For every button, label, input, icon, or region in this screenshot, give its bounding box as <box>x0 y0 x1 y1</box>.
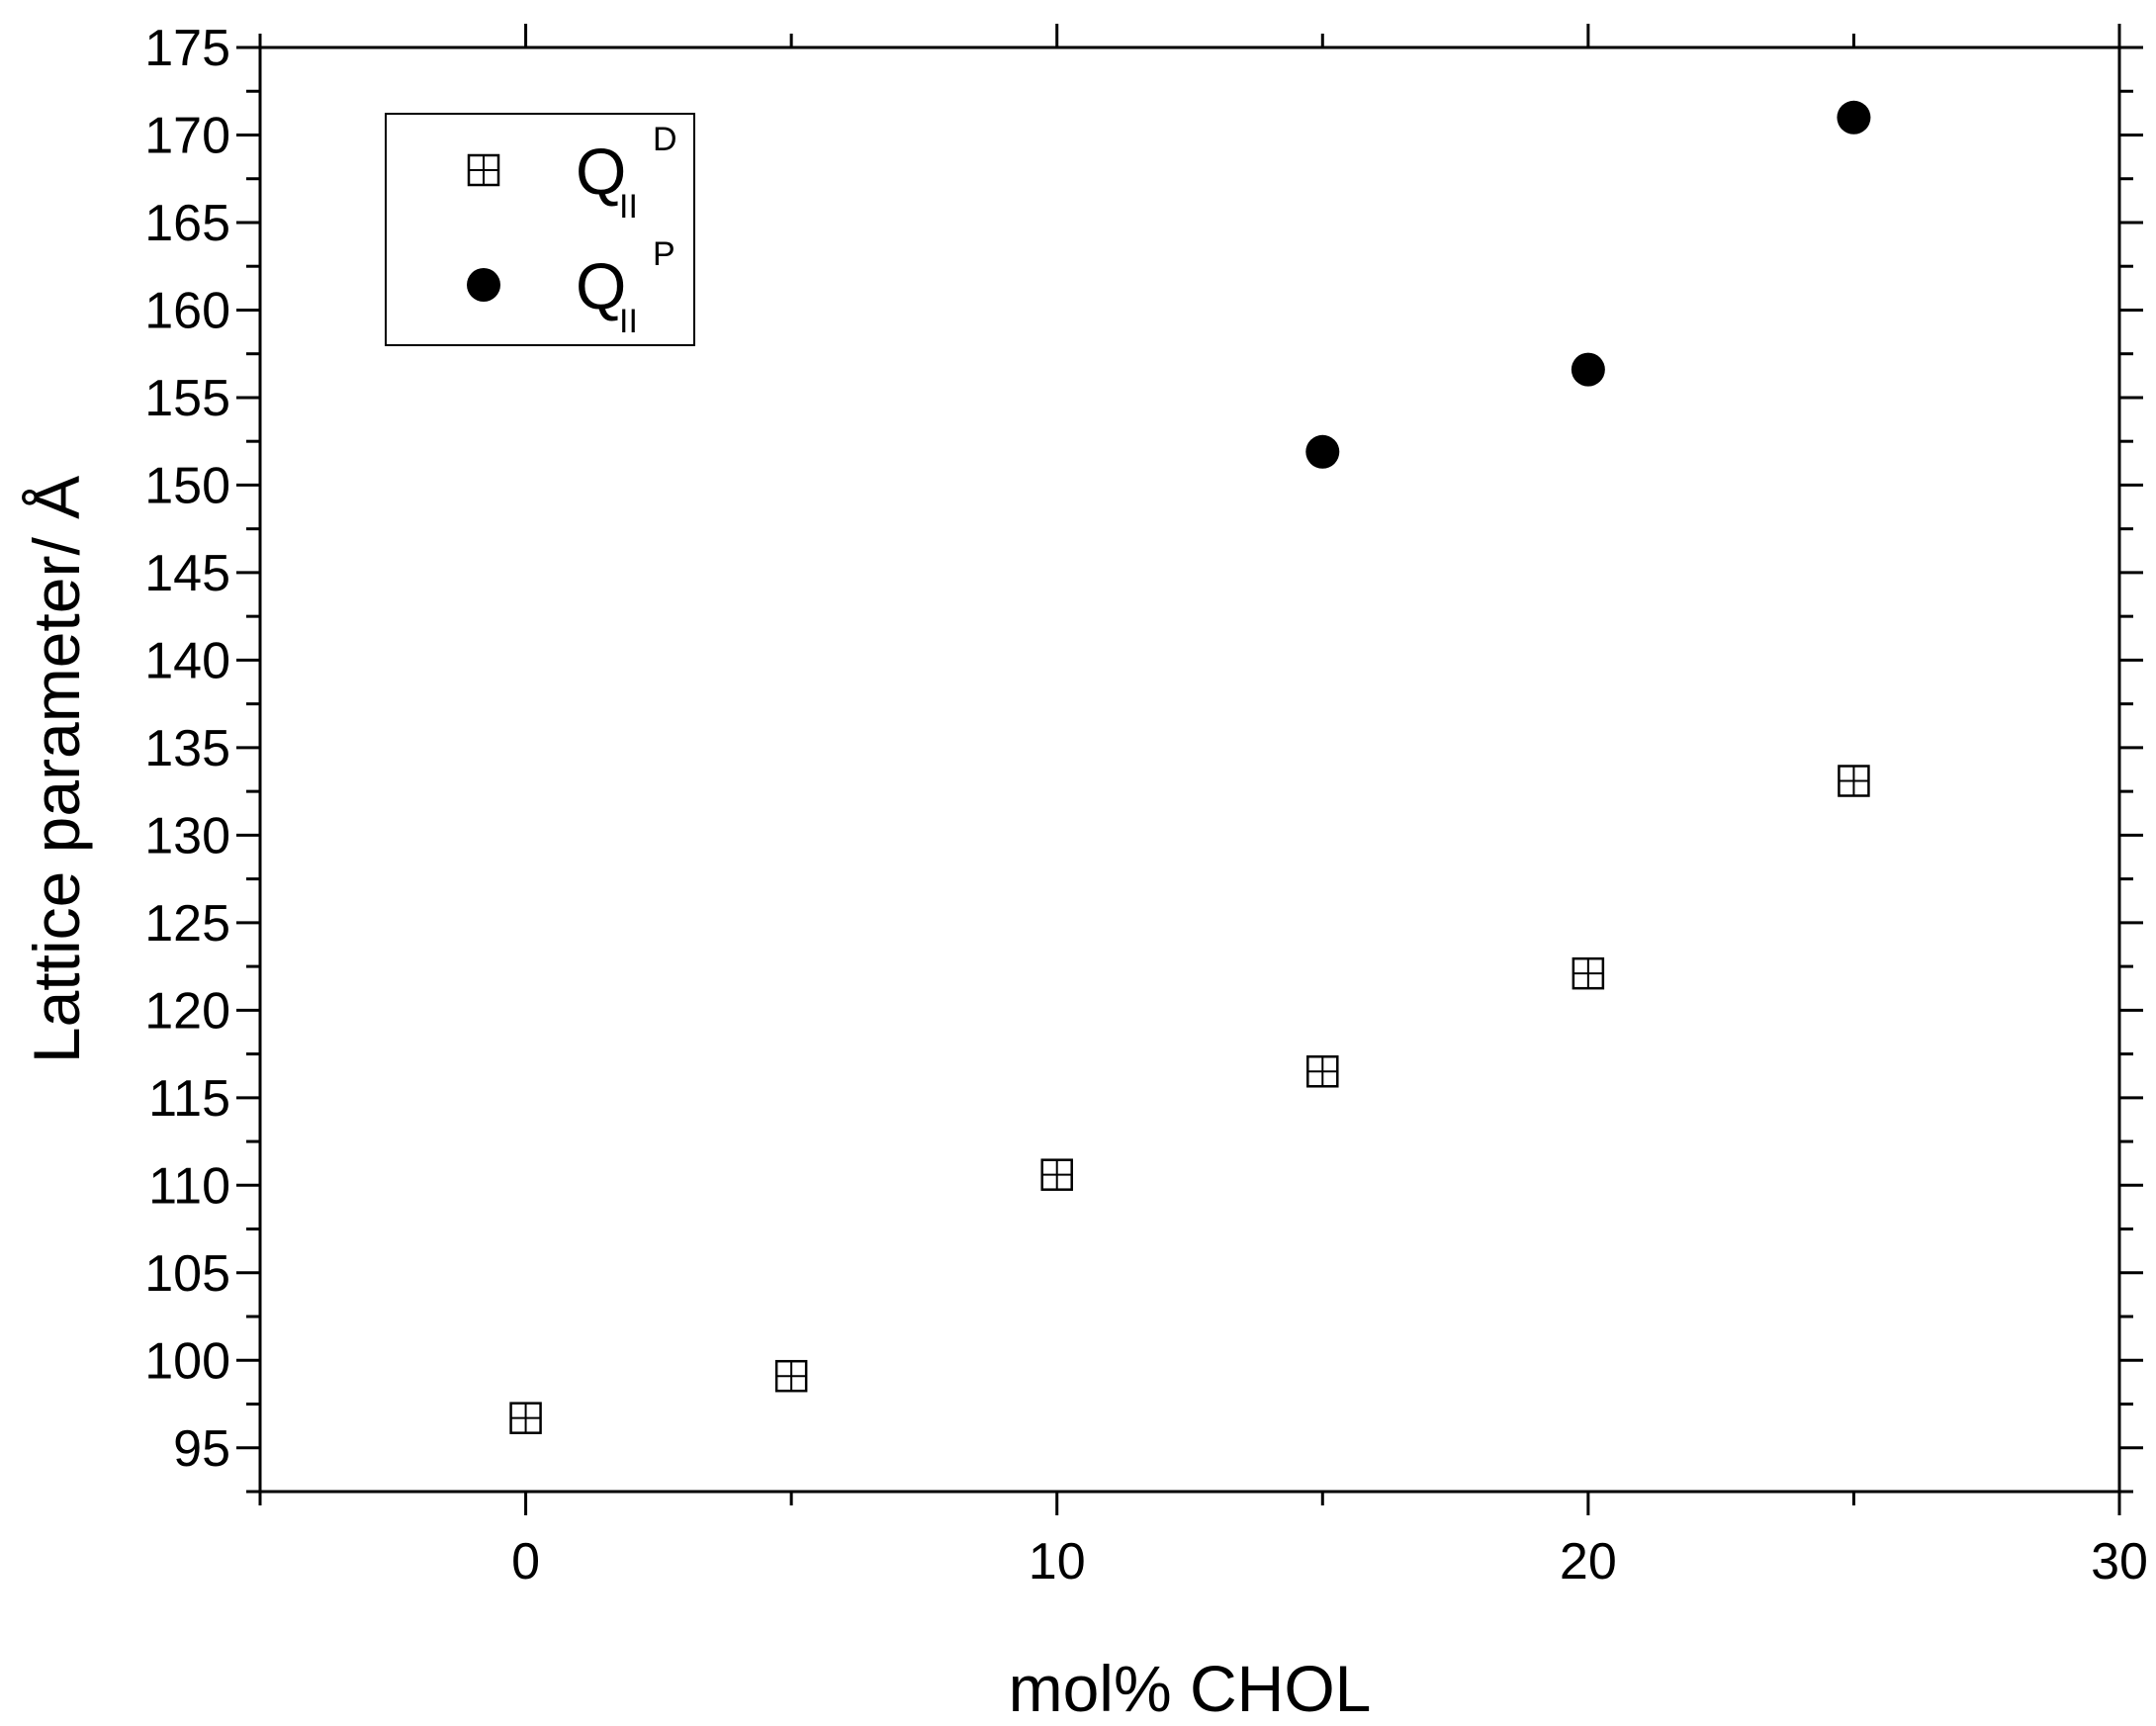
y-tick-label: 95 <box>173 1420 230 1478</box>
y-tick-label: 170 <box>144 107 230 164</box>
data-point-D <box>1306 1055 1339 1088</box>
data-point-D <box>1572 956 1605 990</box>
x-axis-title: mol% CHOL <box>1009 1652 1372 1725</box>
x-tick-label: 10 <box>1029 1533 1086 1590</box>
y-tick-label: 105 <box>144 1245 230 1303</box>
x-tick-label: 0 <box>511 1533 540 1590</box>
legend-marker-D <box>467 153 500 187</box>
legend-label-sub: II <box>619 188 638 226</box>
data-point-P <box>1305 434 1340 469</box>
plot-axes: 0 10 20 30 95 100 105 110 115 120 125 130 135 140 145 1… <box>144 20 2148 1590</box>
y-tick-label: 175 <box>144 20 230 77</box>
data-point-P <box>1571 352 1605 387</box>
data-marks <box>509 100 1871 1434</box>
y-axis-title: Lattice parameter/ Å <box>20 476 93 1063</box>
data-point-D <box>509 1402 542 1434</box>
y-tick-label: 100 <box>144 1332 230 1390</box>
y-tick-label: 140 <box>144 632 230 689</box>
legend-label-D: Q <box>576 135 626 208</box>
legend-label-sup: D <box>653 121 677 158</box>
y-tick-label: 145 <box>144 545 230 602</box>
data-point-D <box>774 1359 808 1393</box>
x-tick-label: 30 <box>2091 1533 2148 1590</box>
legend-label-sup: P <box>653 235 675 273</box>
y-tick-label: 150 <box>144 457 230 514</box>
y-tick-label: 160 <box>144 282 230 339</box>
y-tick-label: 120 <box>144 982 230 1040</box>
legend-label-P: Q <box>576 249 626 322</box>
y-tick-label: 135 <box>144 720 230 777</box>
y-tick-label: 130 <box>144 807 230 864</box>
legend-box <box>385 113 695 346</box>
data-point-D <box>1838 765 1870 797</box>
data-point-D <box>1040 1158 1073 1191</box>
y-tick-label: 165 <box>144 195 230 252</box>
x-tick-label: 20 <box>1560 1533 1617 1590</box>
y-tick-label: 110 <box>148 1157 230 1215</box>
y-tick-label: 115 <box>148 1070 230 1128</box>
y-tick-label: 125 <box>144 895 230 953</box>
data-point-P <box>1837 100 1871 135</box>
legend-label-sub: II <box>619 303 638 340</box>
plot-frame <box>258 45 2121 1494</box>
legend-marker-P <box>467 268 500 302</box>
y-tick-label: 155 <box>144 370 230 427</box>
